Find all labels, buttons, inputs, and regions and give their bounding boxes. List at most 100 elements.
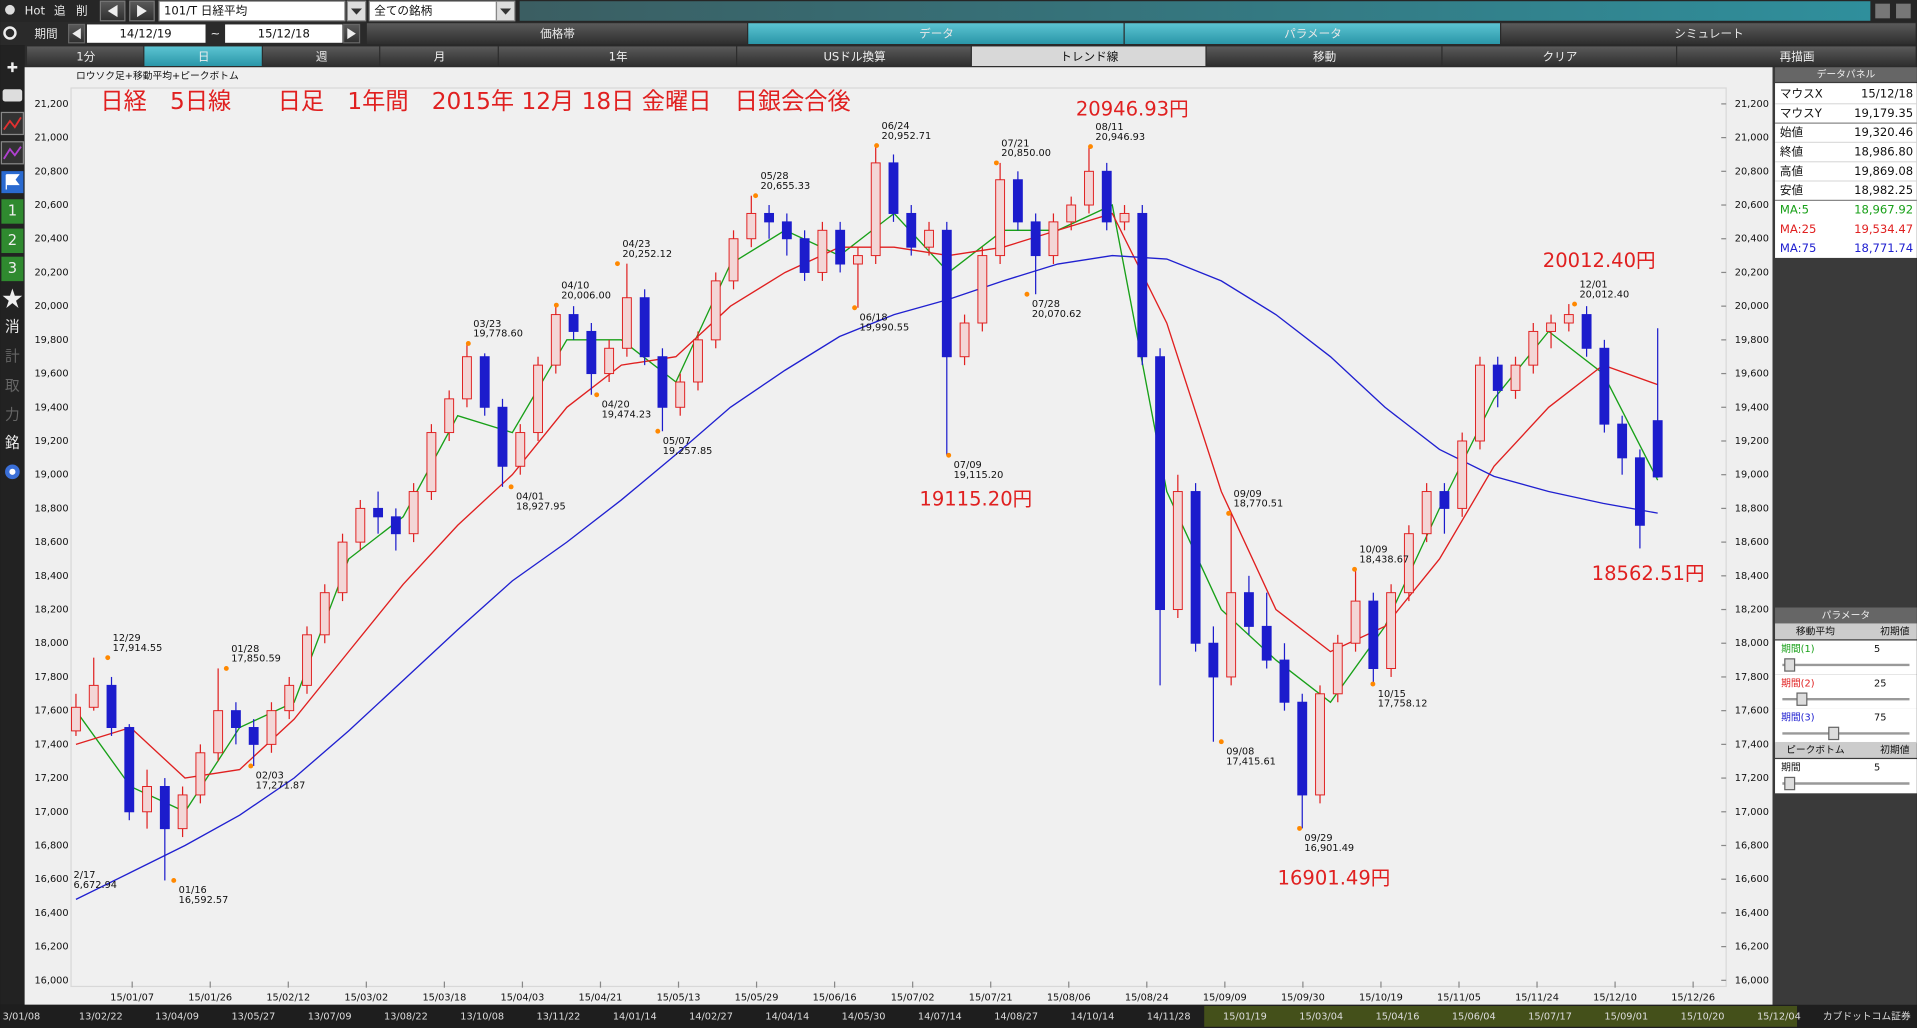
- chart-subtitle: ロウソク足+移動平均+ピークボトム: [76, 69, 239, 82]
- peak-marker: [852, 305, 858, 311]
- x-tick-label: 15/07/02: [891, 992, 935, 1003]
- y-tick-label-right: 16,600: [1735, 874, 1769, 885]
- panel-key: MA:75: [1780, 241, 1816, 255]
- interval-button[interactable]: [1442, 46, 1677, 67]
- peak-date: 10/15: [1378, 689, 1406, 700]
- panel-value: 18,986.80: [1854, 145, 1913, 159]
- tab-label: シミュレート: [1674, 27, 1743, 41]
- camera-icon[interactable]: [2, 89, 23, 102]
- scroll-date: 13/08/22: [384, 1011, 428, 1022]
- tab[interactable]: [1124, 23, 1501, 45]
- x-tick-label: 15/01/07: [110, 992, 154, 1003]
- tab[interactable]: [366, 23, 748, 45]
- peak-marker: [1218, 739, 1224, 745]
- slider-knob[interactable]: [1796, 692, 1808, 706]
- peak-marker: [946, 452, 952, 458]
- interval-button[interactable]: [380, 46, 498, 67]
- sidebar-label: 計: [5, 348, 20, 365]
- interval-button[interactable]: [498, 46, 737, 67]
- peak-marker: [553, 302, 559, 308]
- tab[interactable]: [748, 23, 1124, 45]
- candle-body: [1421, 491, 1432, 535]
- candle-body: [88, 684, 99, 708]
- tab[interactable]: [1501, 23, 1916, 45]
- peak-value: 20,952.71: [881, 131, 931, 142]
- candle-body: [959, 322, 970, 358]
- peak-value: 17,850.59: [231, 654, 281, 665]
- interval-button[interactable]: [737, 46, 971, 67]
- candle-body: [799, 238, 810, 273]
- peak-date: 09/09: [1234, 489, 1262, 500]
- peak-value: 17,415.61: [1226, 756, 1276, 767]
- favorite-icon[interactable]: [2, 288, 23, 309]
- peak-date: 02/03: [256, 771, 284, 782]
- sidebar-button[interactable]: [1, 256, 24, 282]
- interval-button[interactable]: [1206, 46, 1442, 67]
- y-tick-label: 18,200: [34, 605, 68, 616]
- scroll-labels: 3/01/08 13/02/22 13/04/09 13/05/27 13/07/09 1…: [3, 1009, 1911, 1022]
- window-button[interactable]: [1896, 3, 1911, 19]
- interval-button[interactable]: [1677, 46, 1916, 67]
- y-tick-label: 20,400: [34, 234, 68, 245]
- candle-body: [1101, 170, 1112, 223]
- slider-knob[interactable]: [1784, 776, 1796, 791]
- interval-label: 日: [198, 49, 210, 63]
- search-icon[interactable]: [3, 26, 17, 40]
- plot: 16,000 16,000 16,200 16,200 16,400 16,400 16,6…: [34, 98, 1768, 1004]
- sidebar-button[interactable]: [1, 228, 24, 254]
- peak-date: 12/01: [1579, 280, 1607, 291]
- interval-button[interactable]: [971, 46, 1206, 67]
- candle-body: [1332, 642, 1343, 695]
- candle-body: [337, 541, 348, 594]
- peak-value: 20,070.62: [1032, 309, 1082, 320]
- params-default-title: 初期値: [1880, 624, 1910, 637]
- y-tick-label: 17,600: [34, 706, 68, 717]
- scroll-date: 13/04/09: [155, 1011, 199, 1022]
- hot-button[interactable]: Hot: [25, 4, 46, 18]
- symbol-box[interactable]: [158, 0, 346, 22]
- candle-body: [639, 297, 650, 358]
- candle-body: [977, 255, 988, 324]
- peak-value: 17,271.87: [256, 781, 306, 792]
- candle-body: [1208, 642, 1219, 678]
- add-icon[interactable]: [7, 62, 18, 73]
- sidebar-label: 取: [5, 377, 20, 394]
- interval-button[interactable]: [262, 46, 380, 67]
- from-box[interactable]: [86, 24, 206, 43]
- to-box[interactable]: [225, 24, 343, 43]
- interval-label: USドル換算: [823, 49, 885, 63]
- peak-value: 16,901.49: [1304, 843, 1354, 854]
- y-tick-label-right: 16,400: [1735, 908, 1769, 919]
- scroll-date: 14/04/14: [765, 1011, 809, 1022]
- scroll-date: 15/12/04: [1757, 1011, 1801, 1022]
- callout: 18562.51円: [1592, 562, 1705, 585]
- sidebar-button[interactable]: [1, 199, 24, 224]
- slider-knob[interactable]: [1784, 658, 1796, 672]
- peak-marker: [993, 160, 999, 166]
- candle-body: [604, 347, 615, 375]
- peak-marker: [508, 484, 514, 490]
- add-button[interactable]: 追: [54, 4, 66, 18]
- interval-label: 1分: [76, 49, 95, 63]
- peak-value: 20,655.33: [760, 181, 810, 192]
- callout: 20012.40円: [1543, 249, 1656, 272]
- peak-value: 16,592.57: [179, 895, 229, 906]
- y-tick-label-right: 17,600: [1735, 706, 1769, 717]
- peak-date: 08/11: [1095, 122, 1123, 133]
- interval-button[interactable]: [27, 46, 144, 67]
- candle-body: [142, 786, 152, 813]
- candle-body: [1030, 221, 1041, 257]
- scrollbar-thumb[interactable]: [1204, 1005, 1798, 1027]
- peak-marker: [248, 763, 254, 769]
- interval-button[interactable]: [144, 46, 262, 67]
- window-button[interactable]: [1875, 3, 1890, 19]
- y-tick-label-right: 21,200: [1735, 99, 1769, 110]
- peak-date: 2/17: [74, 870, 96, 881]
- delete-button[interactable]: 削: [76, 4, 88, 18]
- slider-knob[interactable]: [1828, 726, 1840, 741]
- peak-date: 06/24: [881, 121, 909, 132]
- candle-body: [728, 238, 739, 282]
- top-bar-fill: [519, 1, 1871, 21]
